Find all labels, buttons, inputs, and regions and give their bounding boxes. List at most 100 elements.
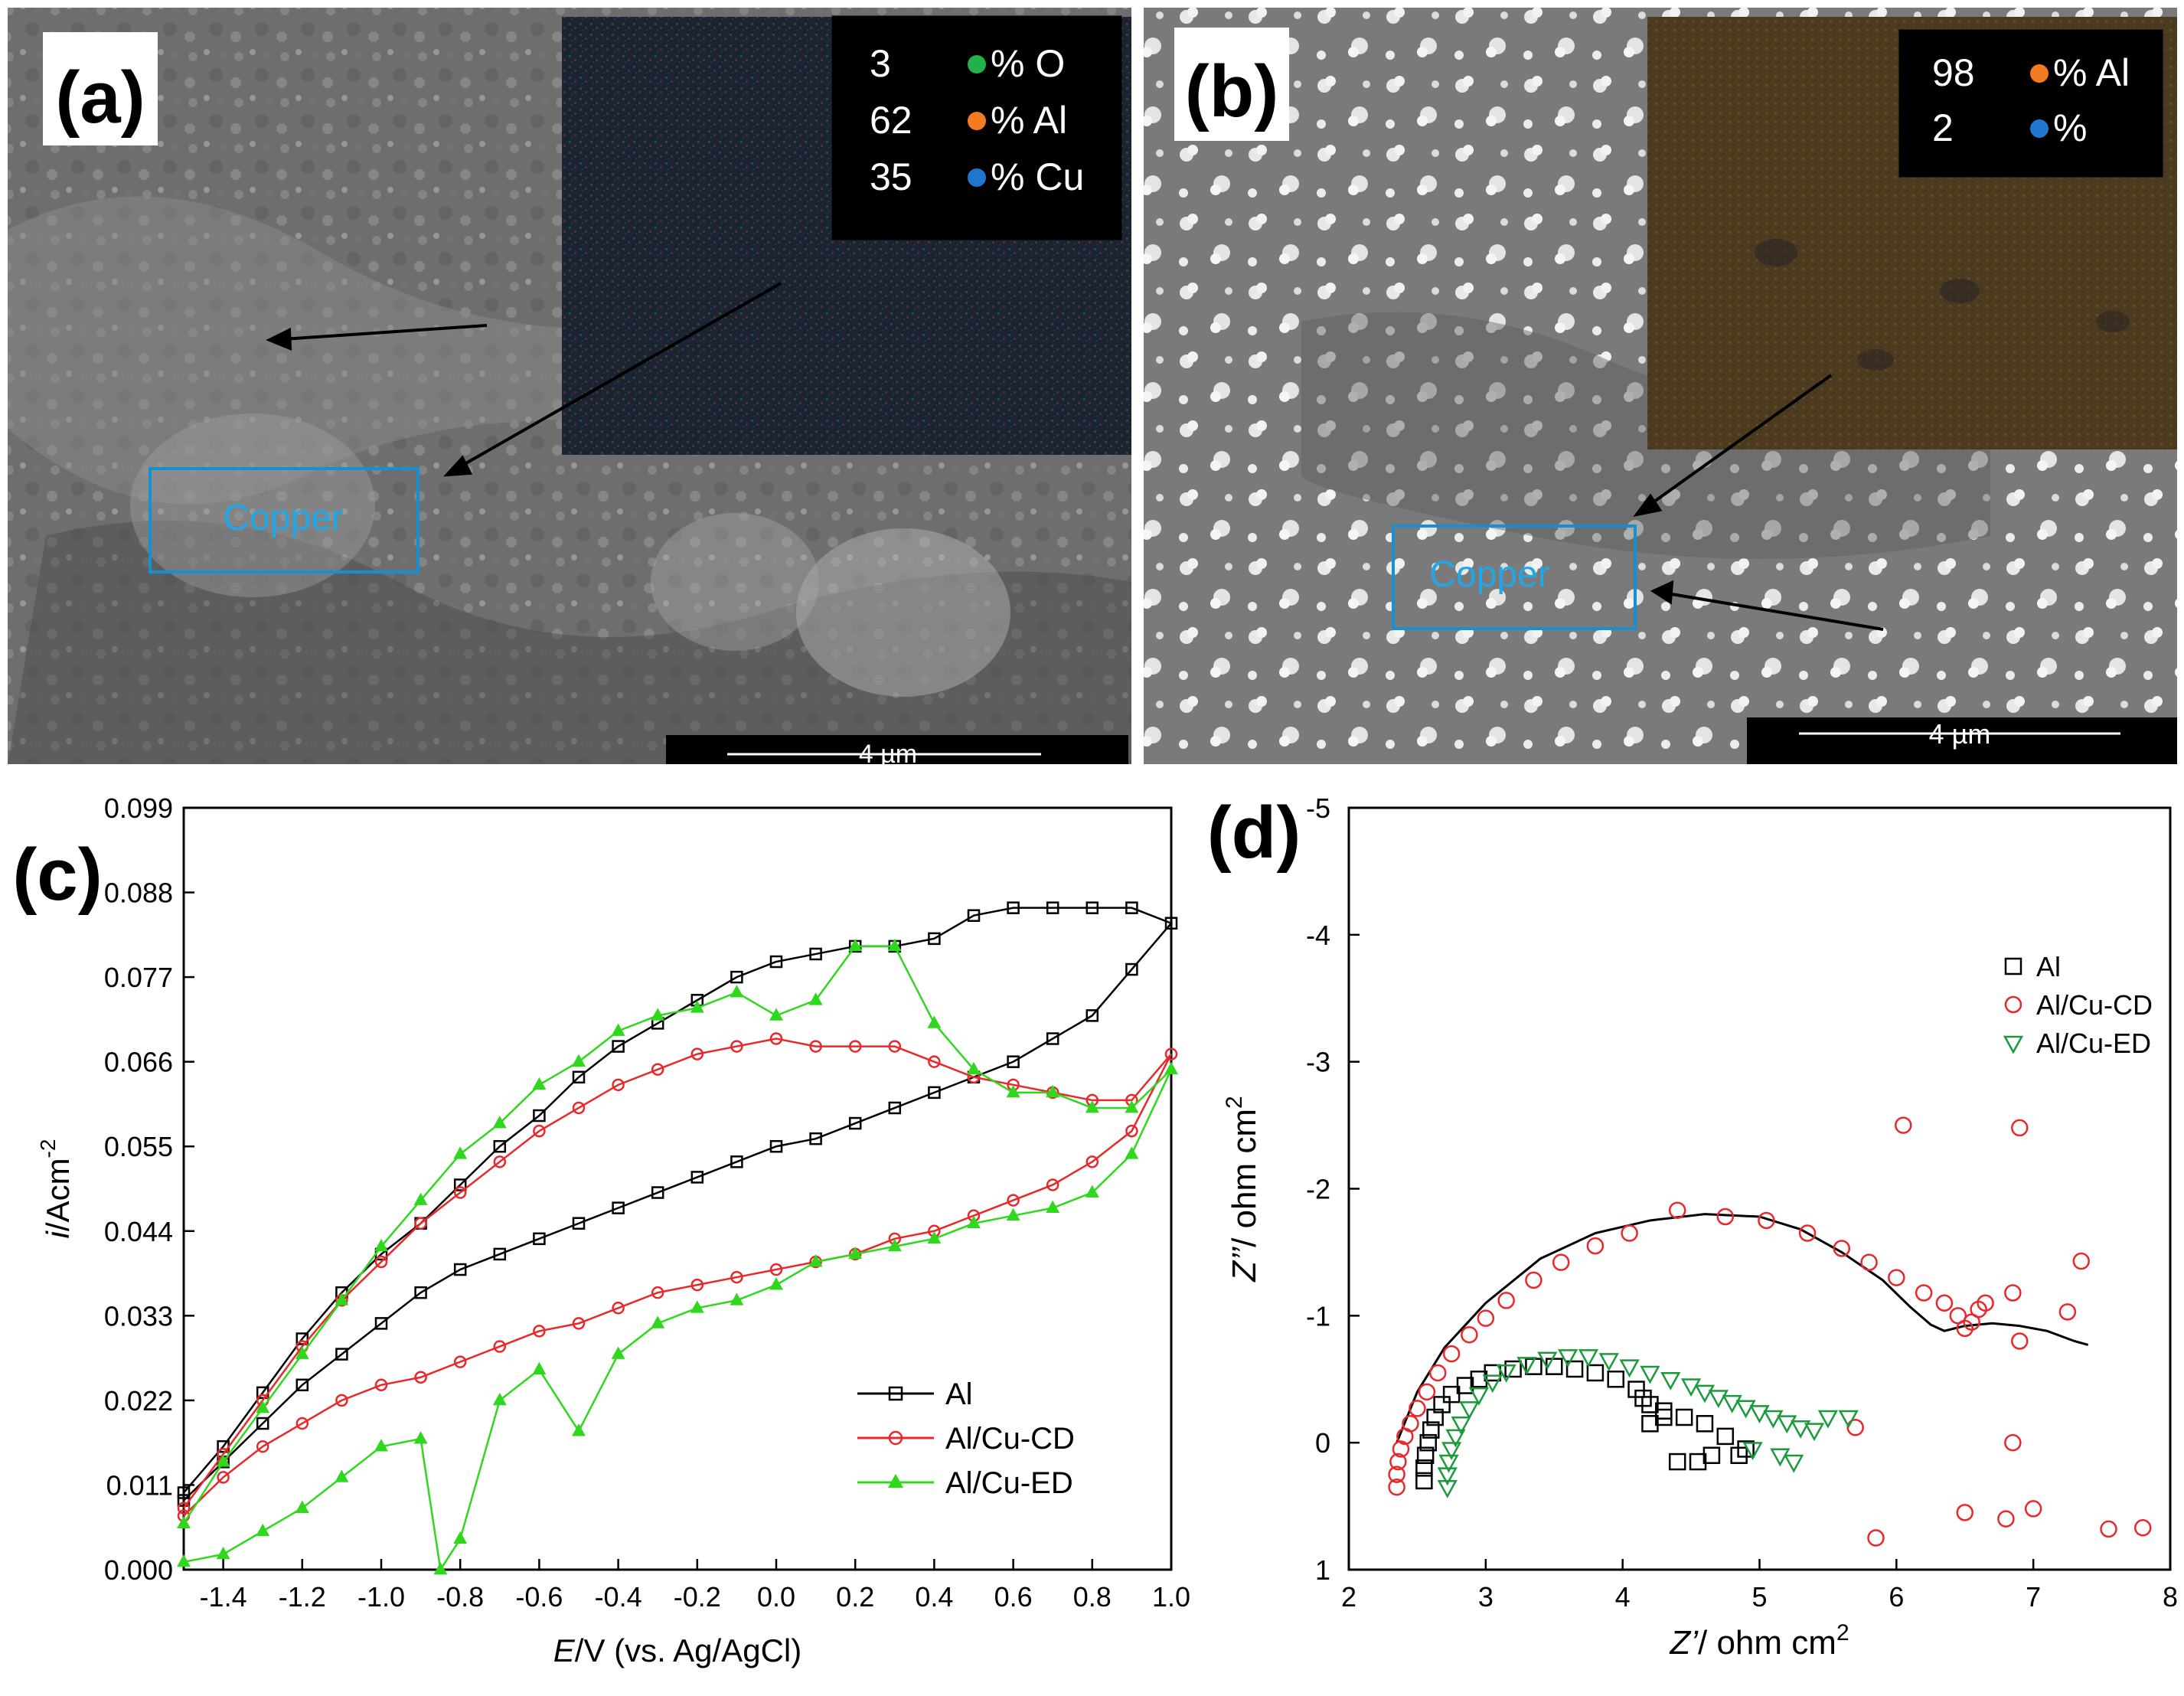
panel-c-data-point xyxy=(730,1292,744,1305)
panel-d-data-point xyxy=(1477,1309,1495,1327)
panel-d-legend-marker xyxy=(2003,1035,2024,1054)
panel-c-data-point xyxy=(493,1139,507,1153)
panel-d-legend-marker xyxy=(2004,957,2022,975)
panel-b-scale-label: 4 µm xyxy=(1929,718,1991,750)
panel-c-data-point xyxy=(1164,917,1178,930)
panel-c-data-point xyxy=(612,1078,625,1092)
panel-c-data-point xyxy=(256,1439,269,1453)
panel-c-data-point xyxy=(1164,1047,1178,1060)
panel-c-data-point xyxy=(1046,1178,1059,1191)
panel-c-data-point xyxy=(928,1055,941,1068)
panel-c-y-tick-label: 0.000 xyxy=(104,1554,173,1586)
panel-d-data-point xyxy=(1694,1384,1716,1404)
panel-d-data-point xyxy=(1895,1116,1912,1134)
panel-c-data-point xyxy=(887,938,902,952)
panel-c-data-point xyxy=(1006,1207,1020,1221)
panel-c-data-point xyxy=(612,1040,625,1053)
panel-d-data-point xyxy=(1537,1351,1558,1371)
panel-d-data-point xyxy=(1389,1453,1407,1471)
panel-d-data-point xyxy=(1888,1269,1905,1286)
panel-c-y-tick-label: 0.066 xyxy=(104,1047,173,1078)
panel-d-x-axis-title: Z’/ ohm cm2 xyxy=(1669,1620,1849,1662)
panel-c-x-tick-label: 0.8 xyxy=(1073,1581,1112,1613)
panel-d-data-point xyxy=(1442,1385,1461,1404)
panel-c-data-point xyxy=(690,1047,704,1060)
panel-b-label-box xyxy=(1174,28,1289,141)
panel-d-data-point xyxy=(1846,1419,1864,1436)
panel-c-x-tick-label: 0.2 xyxy=(836,1581,874,1613)
panel-c-data-point xyxy=(572,1070,586,1084)
panel-c-data-point xyxy=(493,1247,507,1261)
panel-d-data-point xyxy=(1915,1284,1933,1302)
panel-c-data-point xyxy=(769,1277,783,1290)
panel-c-data-point xyxy=(848,1040,862,1053)
panel-d-data-point xyxy=(1419,1433,1437,1452)
panel-d-data-point xyxy=(1415,1459,1433,1477)
panel-d-data-point xyxy=(1422,1421,1440,1439)
panel-c-x-tick-label: -0.8 xyxy=(436,1581,484,1613)
panel-a-arrows xyxy=(266,282,782,477)
panel-d-data-point xyxy=(1621,1224,1638,1242)
panel-d-legend-label: Al/Cu-ED xyxy=(2036,1028,2151,1059)
panel-d-legend-label: Al/Cu-CD xyxy=(2036,989,2153,1021)
panel-d-legend-marker xyxy=(2004,995,2022,1014)
panel-c-data-point xyxy=(769,955,783,969)
panel-d-data-point xyxy=(1722,1394,1742,1413)
panel-a-copper-label: Copper xyxy=(223,498,343,538)
panel-d-data-point xyxy=(1586,1364,1605,1382)
panel-c-data-point xyxy=(967,1061,981,1075)
panel-d-data-point xyxy=(2100,1520,2117,1538)
panel-c-data-point xyxy=(453,1531,468,1544)
panel-d-data-point xyxy=(1418,1383,1436,1401)
panel-d-x-tick-label: 5 xyxy=(1751,1581,1767,1613)
panel-b-copper-label: Copper xyxy=(1429,554,1549,595)
panel-c-data-point xyxy=(888,1040,902,1053)
panel-d-data-point xyxy=(1737,1440,1755,1458)
panel-c-data-point xyxy=(414,1371,427,1384)
panel-c-data-point xyxy=(730,1155,743,1168)
panel-d-data-point xyxy=(1438,1454,1459,1473)
panel-d-data-point xyxy=(2024,1500,2042,1518)
panel-c-data-point xyxy=(769,1139,783,1153)
panel-d-data-point xyxy=(1798,1224,1817,1242)
panel-d-data-point xyxy=(1578,1349,1599,1368)
panel-c-data-point xyxy=(532,1077,547,1090)
panel-c-data-point xyxy=(1046,1032,1059,1045)
panel-c-x-tick-label: -1.0 xyxy=(357,1581,405,1613)
panel-c-data-point xyxy=(769,1263,783,1276)
panel-c-data-point xyxy=(413,1431,428,1444)
panel-d-data-point xyxy=(1388,1466,1405,1483)
panel-c-data-point xyxy=(651,1063,664,1076)
panel-c-data-point xyxy=(295,1378,309,1392)
panel-c-data-point xyxy=(769,1032,783,1045)
panel-d-data-point xyxy=(1482,1374,1503,1394)
panel-c-y-tick-label: 0.099 xyxy=(104,792,173,824)
panel-c-data-point xyxy=(1085,1185,1099,1198)
panel-c-y-tick-label: 0.011 xyxy=(106,1469,173,1501)
panel-c-data-point xyxy=(533,1124,546,1138)
panel-d-y-tick-label: 0 xyxy=(1315,1427,1330,1459)
panel-c-data-point xyxy=(1007,1055,1020,1068)
panel-c-data-point xyxy=(809,1132,822,1145)
panel-c-data-point xyxy=(1125,901,1138,914)
panel-c-data-point xyxy=(848,938,863,952)
panel-d-y-tick-label: 1 xyxy=(1315,1554,1330,1586)
panel-c-y-tick-label: 0.088 xyxy=(104,877,173,909)
panel-c-data-point xyxy=(335,1469,349,1482)
panel-b-legend-unit: % xyxy=(2053,106,2087,149)
panel-d-x-tick-label: 2 xyxy=(1341,1581,1356,1613)
panel-d-data-point xyxy=(1689,1453,1707,1471)
panel-c-legend-marker xyxy=(888,1430,903,1446)
panel-c-series-line xyxy=(182,945,1173,1573)
panel-d-data-point xyxy=(1784,1454,1804,1473)
panel-a-legend-unit: % Al xyxy=(991,99,1067,142)
panel-c-data-point xyxy=(374,1255,388,1269)
panel-c-data-point xyxy=(532,1361,547,1375)
panel-c-data-point xyxy=(848,1246,863,1260)
panel-c-data-point xyxy=(414,1286,427,1299)
panel-d-data-point xyxy=(2011,1332,2029,1350)
panel-d-data-point xyxy=(1680,1378,1702,1397)
panel-c-data-point xyxy=(651,1315,665,1328)
panel-c-data-point xyxy=(809,1040,822,1053)
panel-d-data-point xyxy=(1445,1429,1466,1448)
